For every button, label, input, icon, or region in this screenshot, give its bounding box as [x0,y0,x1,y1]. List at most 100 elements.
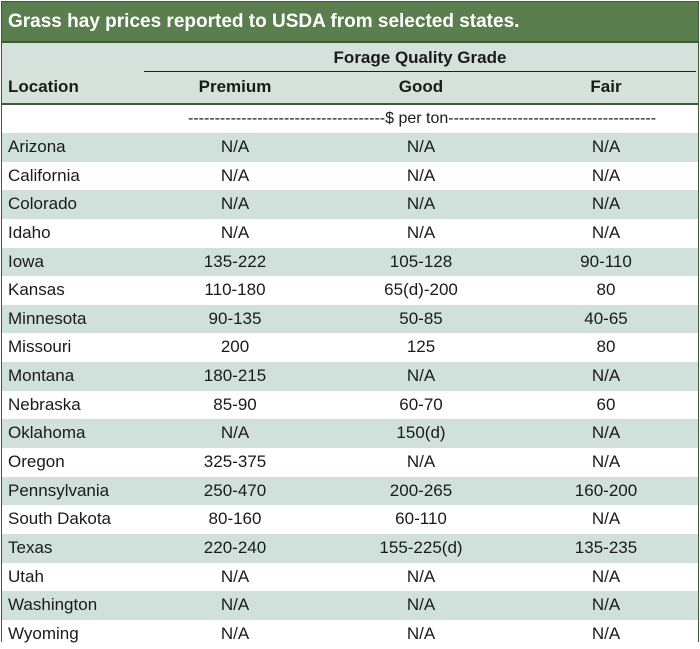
premium-cell: N/A [220,222,250,242]
location-cell: Texas [8,537,53,557]
location-cell: Minnesota [8,308,87,328]
good-cell: N/A [406,452,436,472]
good-cell: 50-85 [399,308,443,328]
location-cell: Arizona [8,137,66,156]
premium-cell: 180-215 [203,366,267,386]
fair-cell: N/A [591,623,621,643]
premium-cell: N/A [220,165,250,185]
table-row: Pennsylvania 250-470 200-265 160-200 [2,476,698,506]
table-row: Utah N/A N/A N/A [2,562,698,592]
table-row: Colorado N/A N/A N/A [2,190,698,219]
premium-header: Premium [198,77,272,96]
table-row: Kansas 110-180 65(d)-200 80 [2,276,698,305]
good-cell: N/A [406,366,436,386]
fair-cell: N/A [591,366,621,386]
premium-cell: 135-222 [203,251,267,271]
fair-cell: 90-110 [580,251,632,271]
table-row: Arizona N/A N/A N/A [2,133,698,162]
fair-header: Fair [590,77,622,96]
good-cell: N/A [406,623,436,643]
good-cell: N/A [406,566,436,586]
table-row: Oregon 325-375 N/A N/A [2,448,698,477]
location-cell: Iowa [8,251,44,271]
fair-cell: N/A [591,452,621,472]
location-cell: Colorado [8,194,77,214]
good-cell: 125 [406,337,436,357]
location-cell: Wyoming [8,623,79,643]
good-cell: 60-110 [395,509,447,529]
premium-cell: 325-375 [203,452,267,472]
premium-cell: 250-470 [203,480,267,500]
fair-cell: 80 [596,280,616,300]
table-row: California N/A N/A N/A [2,161,698,191]
units-row: -------------------------------------$ p… [2,103,698,133]
location-cell: South Dakota [8,509,112,529]
premium-cell: N/A [220,194,250,214]
good-cell: N/A [406,222,436,242]
premium-cell: 80-160 [208,509,262,529]
table-body: Arizona N/A N/A N/A California N/A N/A N/A Color… [2,133,698,649]
location-cell: Missouri [8,337,72,357]
good-cell: 60-70 [399,394,443,414]
fair-cell: N/A [591,566,621,586]
location-cell: Kansas [8,280,65,300]
table-row: Nebraska 85-90 60-70 60 [2,390,698,420]
premium-cell: 110-180 [204,280,266,300]
fair-cell: N/A [591,509,621,529]
good-cell: N/A [406,194,436,214]
good-cell: 155-225(d) [379,537,463,557]
location-cell: Pennsylvania [8,480,110,500]
table-row: Wyoming N/A N/A N/A [2,619,698,649]
fair-cell: 40-65 [584,308,628,328]
table-row: Washington N/A N/A N/A [2,591,698,620]
fair-cell: N/A [591,165,621,185]
premium-cell: 85-90 [213,394,257,414]
column-group-label: Forage Quality Grade [144,43,696,72]
fair-cell: 80 [596,337,616,357]
good-cell: 200-265 [389,480,453,500]
table-row: Minnesota 90-135 50-85 40-65 [2,304,698,334]
table-title: Grass hay prices reported to USDA from s… [2,2,698,43]
table-row: Montana 180-215 N/A N/A [2,362,698,391]
good-header: Good [398,77,444,96]
premium-cell: 90-135 [208,308,262,328]
table-row: South Dakota 80-160 60-110 N/A [2,505,698,534]
good-cell: 150(d) [396,423,446,443]
location-cell: Utah [8,566,44,586]
location-cell: Nebraska [8,394,81,414]
location-cell: Montana [8,366,75,386]
table-row: Iowa 135-222 105-128 90-110 [2,247,698,277]
location-cell: Washington [8,595,98,615]
fair-cell: N/A [591,222,621,242]
location-cell: Oregon [8,452,65,472]
premium-cell: N/A [220,137,250,156]
fair-cell: N/A [591,595,621,615]
fair-cell: N/A [591,194,621,214]
premium-cell: N/A [220,595,250,615]
units-label: -------------------------------------$ p… [187,110,657,127]
table-row: Missouri 200 125 80 [2,333,698,363]
good-cell: 65(d)-200 [384,280,458,300]
good-cell: N/A [406,137,436,156]
fair-cell: 60 [596,394,616,414]
good-cell: N/A [406,165,436,185]
table-row: Idaho N/A N/A N/A [2,218,698,248]
location-header: Location [8,77,79,96]
fair-cell: 160-200 [574,480,638,500]
table-row: Oklahoma N/A 150(d) N/A [2,419,698,449]
table-row: Texas 220-240 155-225(d) 135-235 [2,533,698,563]
location-cell: Oklahoma [8,423,86,443]
location-cell: Idaho [8,222,51,242]
table-header: Forage Quality Grade Location Premium Go… [2,43,698,103]
premium-cell: 200 [220,337,250,357]
premium-cell: N/A [220,423,250,443]
premium-cell: N/A [220,623,250,643]
location-cell: California [8,165,80,185]
premium-cell: N/A [220,566,250,586]
fair-cell: N/A [591,423,621,443]
good-cell: N/A [406,595,436,615]
premium-cell: 220-240 [203,537,267,557]
good-cell: 105-128 [389,251,453,271]
fair-cell: N/A [591,137,621,156]
fair-cell: 135-235 [574,537,638,557]
